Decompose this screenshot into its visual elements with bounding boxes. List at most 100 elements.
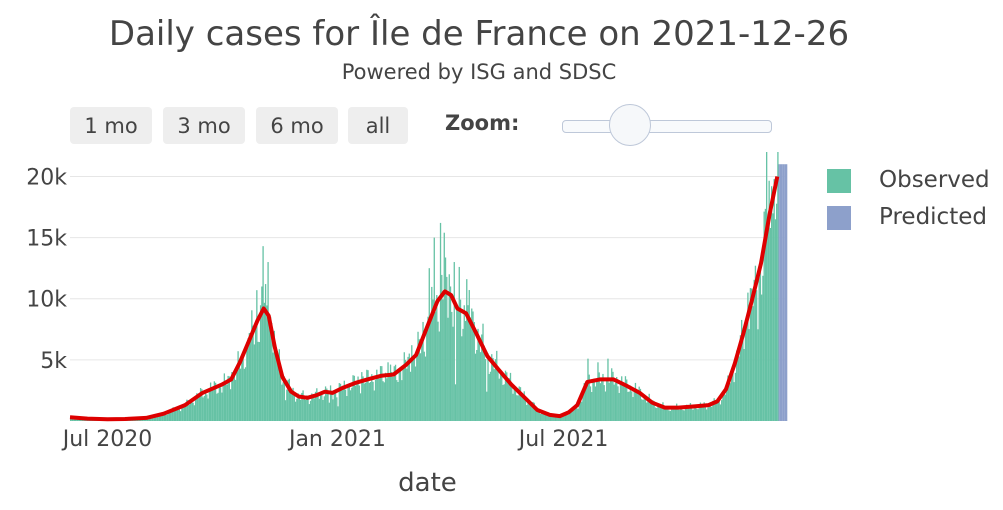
bar-observed	[537, 408, 539, 421]
bar-observed	[492, 357, 494, 421]
bar-observed	[391, 371, 393, 421]
bar-observed	[501, 370, 503, 421]
bar-observed	[497, 366, 499, 421]
bar-observed	[713, 398, 715, 421]
bar-observed	[597, 362, 599, 421]
bar-observed	[672, 406, 674, 421]
bar-observed	[727, 375, 729, 421]
bar-observed	[339, 383, 342, 421]
range-button-1-month[interactable]: 1 mo	[70, 107, 152, 144]
bar-observed	[217, 392, 219, 421]
bar-observed	[679, 407, 682, 421]
bar-observed	[301, 392, 303, 421]
bar-observed	[303, 397, 305, 421]
bar-observed	[284, 400, 287, 421]
bar-observed	[181, 406, 183, 421]
legend-label-observed[interactable]: Observed	[879, 167, 990, 193]
bar-observed	[587, 358, 589, 421]
bar-observed	[584, 382, 587, 421]
bar-observed	[628, 391, 630, 421]
bar-observed	[453, 262, 455, 421]
bar-observed	[694, 405, 697, 421]
bar-observed	[551, 414, 553, 421]
bar-observed	[264, 284, 267, 421]
range-button-6-months[interactable]: 6 mo	[256, 107, 338, 144]
bar-observed	[312, 395, 314, 421]
bar-observed	[542, 410, 544, 421]
bar-observed	[746, 322, 748, 421]
bar-observed	[387, 362, 389, 421]
bar-observed	[654, 407, 657, 421]
bar-observed	[462, 328, 464, 421]
bar-observed	[556, 414, 558, 421]
bar-observed	[663, 405, 665, 421]
bar-observed	[717, 398, 719, 421]
bar-observed	[531, 406, 533, 421]
bar-observed	[228, 376, 231, 421]
bar-observed	[603, 385, 605, 421]
bar-observed	[623, 385, 625, 421]
zoom-slider-handle[interactable]	[609, 104, 651, 146]
bar-observed	[524, 398, 527, 421]
bar-observed	[353, 375, 355, 421]
bar-observed	[658, 404, 660, 421]
bar-observed	[169, 412, 172, 421]
bar-observed	[758, 277, 760, 421]
bar-observed	[248, 332, 250, 421]
bar-observed	[484, 359, 487, 421]
bar-observed	[341, 390, 343, 421]
bar-observed	[689, 403, 692, 421]
bar-observed	[598, 372, 600, 421]
bar-observed	[486, 391, 488, 421]
legend-label-predicted[interactable]: Predicted	[879, 204, 987, 230]
bar-observed	[388, 376, 390, 421]
bar-observed	[308, 404, 310, 421]
bar-observed	[732, 370, 734, 421]
bar-observed	[519, 387, 522, 421]
bar-observed	[371, 374, 373, 421]
bar-observed	[639, 388, 642, 421]
bar-observed	[176, 408, 178, 421]
bar-observed	[614, 382, 617, 421]
bar-observed	[187, 400, 189, 421]
bar-observed	[564, 413, 567, 421]
bar-observed	[711, 406, 713, 421]
bar-observed	[219, 387, 222, 421]
bar-observed	[507, 382, 509, 421]
bar-observed	[666, 406, 668, 421]
bar-observed	[576, 407, 578, 421]
bar-observed	[638, 386, 640, 421]
bar-observed	[729, 383, 732, 421]
axes: 5k 10k 15k 20k Jul 2020 Jan 2021 Jul 2021	[26, 165, 608, 452]
bar-observed	[321, 393, 323, 421]
bar-observed	[533, 402, 535, 421]
bar-observed	[446, 276, 448, 421]
bar-observed	[257, 341, 259, 421]
bar-observed	[467, 305, 469, 421]
bar-observed	[532, 401, 534, 421]
range-button-all[interactable]: all	[348, 107, 408, 144]
bar-observed	[324, 386, 327, 421]
bar-observed	[343, 380, 345, 421]
bar-observed	[773, 179, 775, 421]
bar-observed	[414, 366, 417, 421]
bar-observed	[277, 356, 279, 421]
bar-observed	[286, 389, 288, 421]
bar-observed	[293, 392, 295, 421]
bar-observed	[378, 378, 380, 421]
bar-observed	[747, 292, 749, 421]
bar-observed	[651, 403, 653, 421]
bar-observed	[512, 393, 514, 421]
bar-observed	[422, 321, 424, 421]
bar-observed	[686, 404, 688, 421]
bar-observed	[643, 394, 645, 421]
bar-observed	[402, 368, 404, 421]
bar-observed	[558, 416, 560, 421]
bar-observed	[323, 396, 325, 421]
range-button-3-months[interactable]: 3 mo	[163, 107, 245, 144]
bar-observed	[393, 366, 395, 421]
bar-observed	[251, 310, 253, 421]
bar-observed	[447, 317, 449, 421]
bar-observed	[482, 323, 484, 421]
